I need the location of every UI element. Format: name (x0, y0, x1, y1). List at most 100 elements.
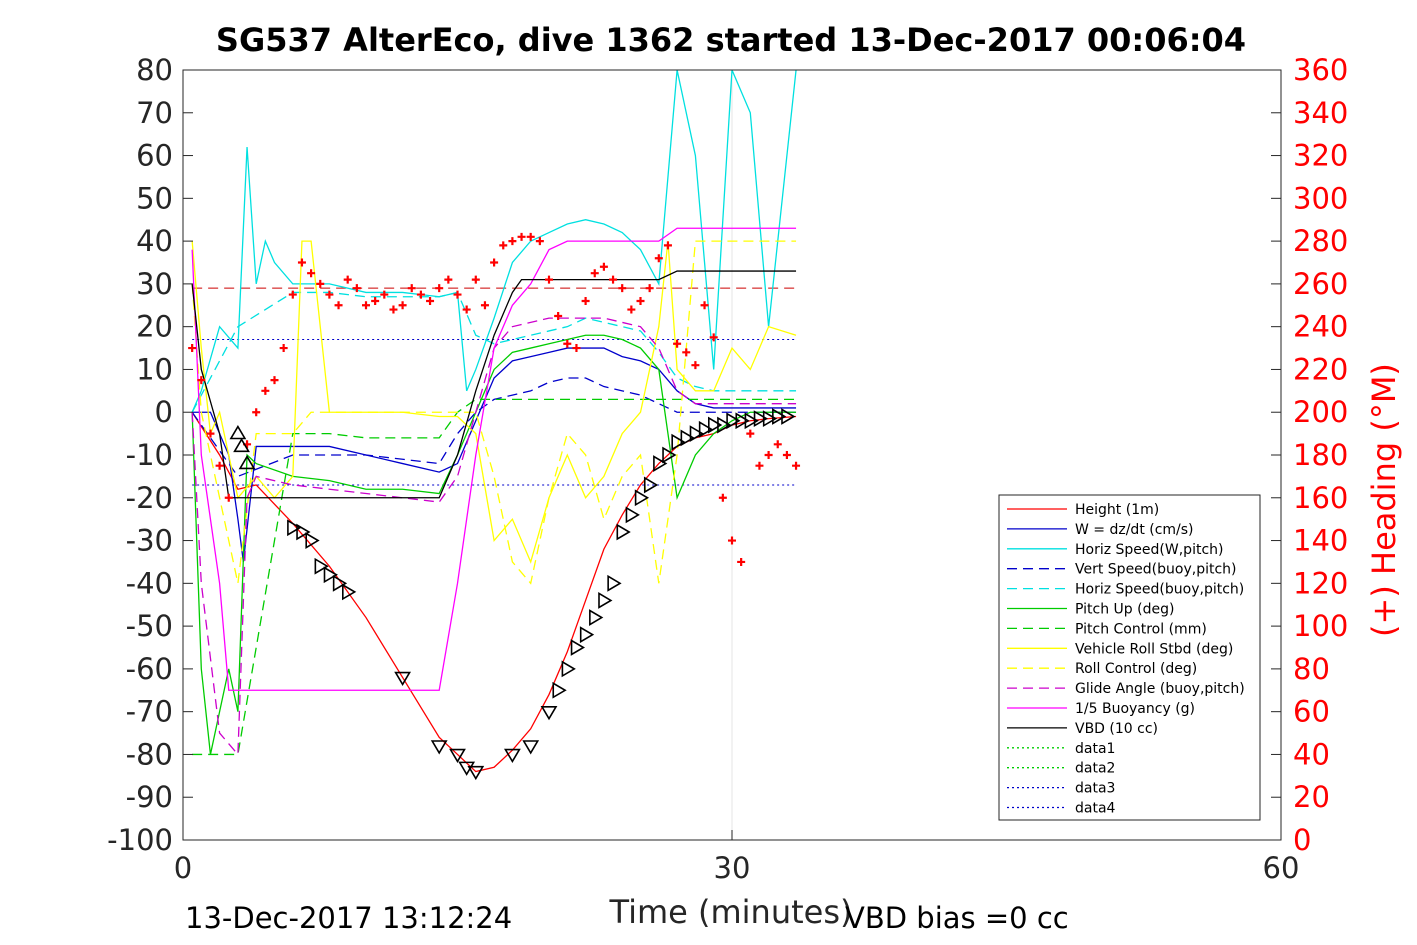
legend-entry: data1 (1075, 741, 1115, 757)
triangle-marker (689, 425, 704, 443)
triangle-marker (698, 420, 714, 438)
heading-marker (645, 284, 654, 293)
heading-marker (746, 429, 755, 438)
footer-timestamp: 13-Dec-2017 13:12:24 (185, 901, 512, 935)
heading-marker (737, 557, 746, 566)
heading-marker (636, 297, 645, 305)
heading-marker (352, 284, 361, 293)
heading-marker (718, 493, 727, 502)
heading-marker (535, 237, 544, 246)
heading-marker (297, 258, 306, 267)
heading-marker (618, 284, 627, 293)
x-tick-label: 60 (1263, 851, 1300, 885)
legend: Height (1m) W = dz/dt (cm/s) Horiz Speed(W… (998, 494, 1261, 821)
right-y-tick-label: 360 (1293, 53, 1348, 87)
heading-marker (188, 344, 197, 353)
heading-marker (389, 305, 398, 314)
heading-marker (343, 275, 352, 284)
triangle-marker (772, 408, 787, 425)
x-tick-label: 30 (714, 851, 751, 885)
heading-marker (691, 361, 700, 370)
heading-marker (773, 440, 782, 449)
legend-entry: Vert Speed(buoy,pitch) (1075, 562, 1237, 578)
right-y-tick-label: 280 (1293, 224, 1348, 258)
heading-marker (215, 461, 224, 470)
legend-entry: Horiz Speed(buoy,pitch) (1075, 582, 1244, 598)
heading-marker (627, 305, 636, 314)
triangle-marker (570, 639, 586, 656)
y-tick-label: -90 (126, 780, 173, 814)
axes: 80706050403020100-10-20-30-40-50-60-70-8… (107, 53, 1348, 885)
triangle-marker (504, 748, 521, 764)
heading-marker (206, 429, 215, 438)
triangle-marker (233, 437, 250, 453)
series-line-buoy (191, 227, 797, 691)
right-y-tick-label: 160 (1293, 481, 1348, 515)
legend-entry: Vehicle Roll Stbd (deg) (1075, 641, 1233, 657)
heading-marker (480, 301, 489, 310)
right-y-tick-label: 340 (1293, 96, 1348, 130)
heading-marker (325, 290, 334, 299)
heading-marker (709, 333, 718, 342)
triangle-marker (781, 408, 796, 425)
heading-marker (380, 290, 389, 299)
heading-marker (453, 290, 462, 299)
triangle-marker (332, 574, 348, 592)
right-y-tick-label: 80 (1293, 652, 1330, 686)
triangle-marker (305, 532, 320, 549)
heading-marker (224, 493, 233, 502)
y-tick-label: -10 (126, 438, 173, 472)
heading-marker (590, 269, 599, 278)
triangle-marker (579, 626, 595, 644)
triangle-marker (430, 740, 448, 755)
series-line-horiz_w (191, 70, 797, 413)
y-tick-label: -30 (126, 524, 173, 558)
heading-marker (270, 376, 279, 385)
triangle-marker (662, 446, 677, 464)
heading-marker (307, 269, 316, 278)
heading-marker (462, 305, 471, 314)
y-tick-label: -100 (107, 823, 173, 857)
legend-entry: Horiz Speed(W,pitch) (1075, 542, 1223, 558)
legend-entry: Pitch Up (deg) (1075, 602, 1174, 618)
triangle-marker (616, 523, 631, 541)
triangle-marker (314, 557, 329, 575)
right-y-tick-label: 320 (1293, 139, 1348, 173)
series-line-w (192, 347, 797, 563)
triangle-marker (540, 705, 558, 721)
series-line-roll_ctl (191, 240, 797, 585)
y-tick-label: -40 (126, 566, 173, 600)
heading-marker (197, 376, 206, 385)
triangle-marker (708, 416, 723, 434)
heading-marker (563, 339, 572, 348)
right-y-tick-label: 300 (1293, 181, 1348, 215)
heading-marker (508, 237, 517, 246)
heading-marker (435, 284, 444, 293)
heading-marker (526, 232, 535, 241)
heading-marker (444, 275, 453, 284)
y-tick-label: 60 (136, 139, 173, 173)
heading-marker (682, 348, 691, 357)
y-tick-label: -20 (126, 481, 173, 515)
triangle-marker (744, 412, 759, 430)
triangle-marker (753, 410, 769, 428)
triangle-marker (296, 523, 311, 541)
series-line-roll (191, 240, 797, 564)
y-tick-label: 10 (136, 352, 173, 386)
heading-marker (471, 275, 480, 284)
right-y-tick-label: 0 (1293, 823, 1311, 857)
plot-inner (183, 70, 1281, 840)
triangle-marker (762, 410, 778, 428)
y-tick-label: -50 (126, 609, 173, 643)
footer-vbd-bias: VBD bias =0 cc (845, 901, 1069, 935)
heading-marker (252, 408, 261, 417)
heading-marker (279, 344, 288, 353)
heading-marker (261, 386, 270, 395)
heading-marker (782, 451, 791, 459)
right-y-tick-label: 140 (1293, 524, 1348, 558)
heading-marker (609, 275, 618, 284)
triangle-marker (449, 748, 466, 764)
x-tick-label: 0 (174, 851, 192, 885)
chart-title: SG537 AlterEco, dive 1362 started 13-Dec… (216, 21, 1246, 59)
